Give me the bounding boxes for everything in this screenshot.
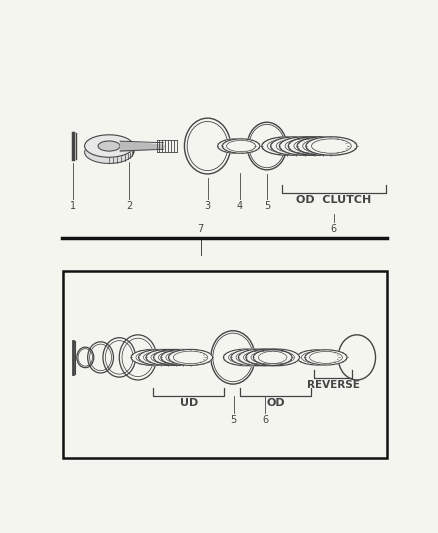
Ellipse shape (238, 349, 285, 366)
Circle shape (184, 118, 230, 174)
Ellipse shape (288, 137, 339, 155)
Ellipse shape (246, 349, 292, 366)
Bar (63, 271, 387, 458)
Text: 2: 2 (126, 201, 133, 212)
Circle shape (211, 330, 255, 384)
Circle shape (77, 347, 94, 368)
Ellipse shape (297, 137, 348, 155)
Text: 6: 6 (262, 415, 268, 425)
Text: 6: 6 (331, 224, 337, 234)
Text: 1: 1 (71, 201, 77, 212)
Text: 4: 4 (237, 201, 243, 212)
Circle shape (119, 335, 157, 380)
Ellipse shape (297, 350, 339, 365)
Text: UD: UD (180, 399, 198, 408)
Ellipse shape (231, 349, 277, 366)
Ellipse shape (305, 350, 347, 365)
Ellipse shape (306, 137, 357, 155)
Ellipse shape (271, 137, 321, 155)
Text: OD: OD (266, 399, 285, 408)
Ellipse shape (98, 141, 120, 151)
Text: OD  CLUTCH: OD CLUTCH (296, 195, 371, 205)
Text: 5: 5 (264, 201, 270, 212)
Circle shape (88, 342, 113, 373)
Ellipse shape (279, 137, 330, 155)
Ellipse shape (262, 137, 313, 155)
Ellipse shape (218, 139, 255, 154)
Text: 3: 3 (205, 201, 211, 212)
Ellipse shape (138, 350, 183, 366)
Text: 5: 5 (230, 415, 237, 425)
Ellipse shape (131, 350, 175, 366)
Circle shape (247, 122, 286, 170)
Ellipse shape (253, 349, 300, 366)
Ellipse shape (85, 141, 134, 164)
Ellipse shape (146, 350, 190, 366)
Ellipse shape (154, 350, 198, 366)
Ellipse shape (85, 135, 134, 157)
Ellipse shape (223, 349, 270, 366)
Circle shape (103, 338, 135, 377)
Ellipse shape (223, 139, 260, 154)
Circle shape (338, 335, 375, 380)
Text: REVERSE: REVERSE (307, 380, 360, 390)
Text: 7: 7 (198, 224, 204, 235)
Ellipse shape (169, 350, 212, 366)
Ellipse shape (161, 350, 205, 366)
